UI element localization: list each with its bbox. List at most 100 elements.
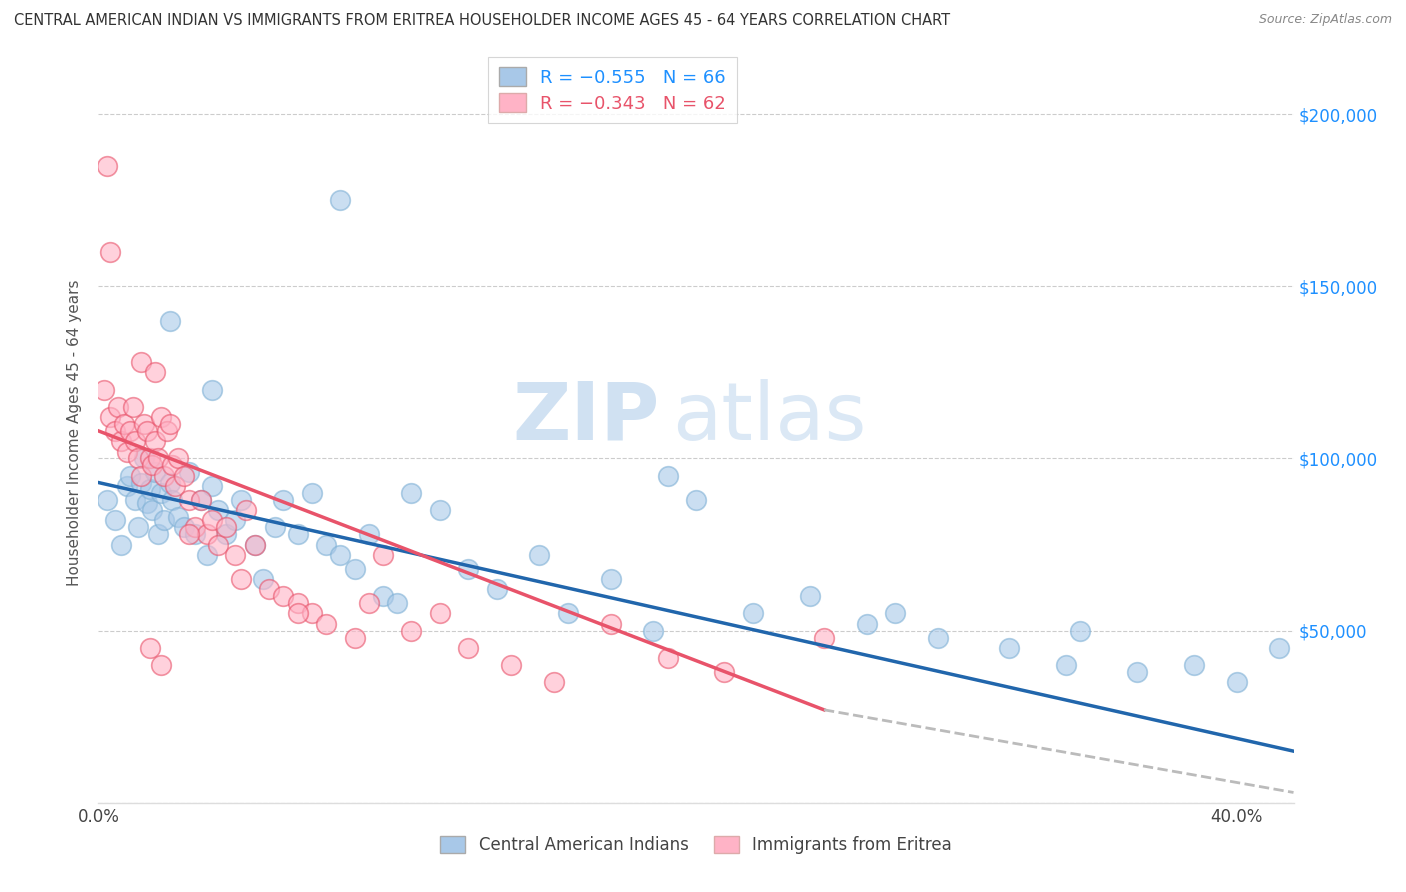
Point	[104, 424, 127, 438]
Point	[124, 434, 146, 449]
Point	[98, 410, 121, 425]
Point	[357, 596, 380, 610]
Point	[224, 548, 246, 562]
Point	[429, 503, 451, 517]
Point	[884, 607, 907, 621]
Point	[329, 548, 352, 562]
Point	[371, 589, 394, 603]
Text: CENTRAL AMERICAN INDIAN VS IMMIGRANTS FROM ERITREA HOUSEHOLDER INCOME AGES 45 - : CENTRAL AMERICAN INDIAN VS IMMIGRANTS FR…	[14, 13, 950, 29]
Point	[173, 520, 195, 534]
Point	[1054, 658, 1077, 673]
Point	[156, 424, 179, 438]
Point	[273, 492, 295, 507]
Point	[107, 400, 129, 414]
Point	[257, 582, 280, 597]
Point	[855, 616, 877, 631]
Point	[301, 607, 323, 621]
Point	[148, 451, 170, 466]
Point	[132, 417, 155, 431]
Point	[1268, 640, 1291, 655]
Point	[132, 451, 155, 466]
Point	[243, 537, 266, 551]
Point	[129, 468, 152, 483]
Point	[115, 479, 138, 493]
Point	[457, 561, 479, 575]
Point	[118, 424, 141, 438]
Point	[813, 631, 835, 645]
Point	[315, 537, 337, 551]
Point	[96, 492, 118, 507]
Point	[143, 365, 166, 379]
Point	[135, 496, 157, 510]
Point	[273, 589, 295, 603]
Point	[150, 658, 173, 673]
Point	[195, 548, 218, 562]
Point	[179, 465, 201, 479]
Point	[138, 483, 160, 497]
Point	[167, 451, 190, 466]
Point	[998, 640, 1021, 655]
Point	[96, 159, 118, 173]
Point	[190, 492, 212, 507]
Point	[138, 640, 160, 655]
Point	[93, 383, 115, 397]
Point	[657, 468, 679, 483]
Point	[162, 492, 184, 507]
Point	[657, 651, 679, 665]
Point	[927, 631, 949, 645]
Point	[557, 607, 579, 621]
Point	[252, 572, 274, 586]
Point	[173, 468, 195, 483]
Legend: Central American Indians, Immigrants from Eritrea: Central American Indians, Immigrants fro…	[433, 830, 959, 861]
Point	[153, 468, 176, 483]
Point	[215, 527, 238, 541]
Text: ZIP: ZIP	[513, 379, 661, 457]
Point	[184, 527, 207, 541]
Point	[167, 510, 190, 524]
Point	[150, 410, 173, 425]
Point	[215, 520, 238, 534]
Point	[371, 548, 394, 562]
Point	[457, 640, 479, 655]
Point	[129, 475, 152, 490]
Point	[150, 486, 173, 500]
Point	[118, 468, 141, 483]
Point	[127, 520, 149, 534]
Point	[243, 537, 266, 551]
Point	[141, 503, 163, 517]
Point	[263, 520, 285, 534]
Point	[499, 658, 522, 673]
Point	[104, 513, 127, 527]
Point	[1182, 658, 1205, 673]
Point	[159, 314, 181, 328]
Point	[201, 479, 224, 493]
Point	[179, 527, 201, 541]
Point	[138, 451, 160, 466]
Point	[329, 193, 352, 207]
Point	[301, 486, 323, 500]
Point	[1069, 624, 1091, 638]
Point	[201, 513, 224, 527]
Point	[135, 424, 157, 438]
Point	[124, 492, 146, 507]
Point	[385, 596, 409, 610]
Point	[190, 492, 212, 507]
Point	[184, 520, 207, 534]
Point	[343, 631, 366, 645]
Point	[713, 665, 735, 679]
Point	[129, 355, 152, 369]
Point	[201, 383, 224, 397]
Point	[165, 479, 187, 493]
Point	[159, 417, 181, 431]
Point	[141, 458, 163, 473]
Point	[143, 434, 166, 449]
Point	[401, 486, 423, 500]
Point	[643, 624, 665, 638]
Point	[741, 607, 763, 621]
Point	[235, 503, 257, 517]
Point	[153, 513, 176, 527]
Text: atlas: atlas	[672, 379, 866, 457]
Point	[599, 616, 621, 631]
Point	[343, 561, 366, 575]
Point	[685, 492, 707, 507]
